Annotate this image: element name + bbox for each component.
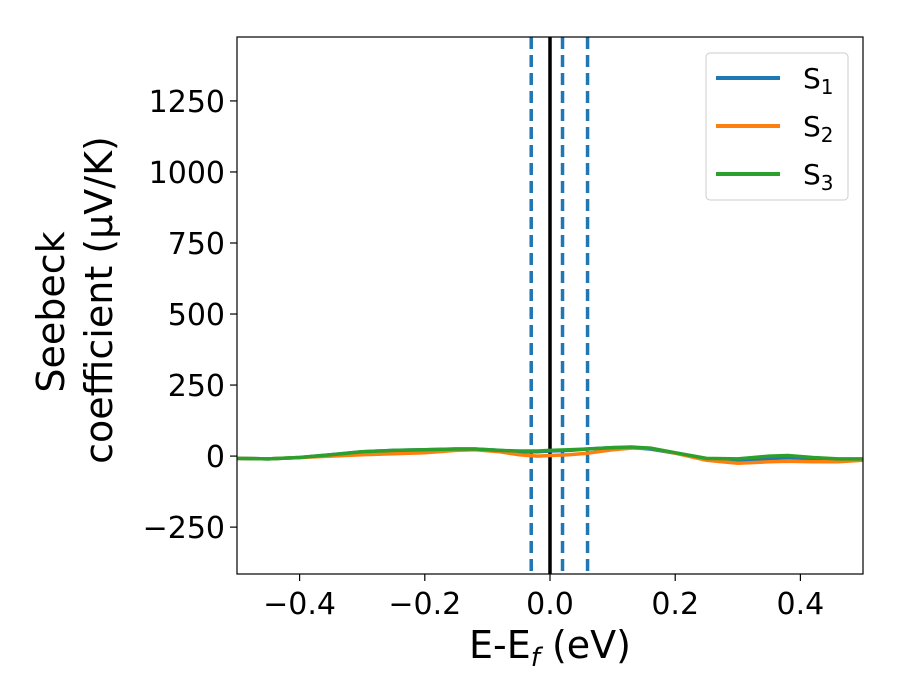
y-tick-label: 1000 bbox=[149, 156, 225, 191]
series-line-s3 bbox=[236, 445, 863, 461]
y-axis-title-line1: Seebeck bbox=[29, 231, 73, 392]
y-axis-title-line2: coefficient (μV/K) bbox=[77, 136, 121, 464]
series-lines bbox=[236, 445, 864, 465]
legend: S1 S2 S3 bbox=[705, 52, 849, 201]
series-line-s2 bbox=[236, 446, 864, 465]
y-tick-label: 1250 bbox=[149, 85, 225, 120]
y-tick-label: 500 bbox=[168, 298, 225, 333]
x-axis-title-unit: (eV) bbox=[540, 623, 631, 667]
y-axis-ticks: −250 0 250 500 750 1000 1250 bbox=[143, 85, 237, 546]
y-tick-label: 750 bbox=[168, 227, 225, 262]
vertical-reference-lines bbox=[529, 37, 590, 574]
legend-label-s1: S1 bbox=[803, 62, 834, 99]
x-tick-label: 0.0 bbox=[526, 587, 574, 622]
y-tick-label: 250 bbox=[168, 369, 225, 404]
x-tick-label: −0.2 bbox=[388, 587, 461, 622]
legend-label-s3: S3 bbox=[803, 158, 834, 195]
x-tick-label: 0.4 bbox=[777, 587, 825, 622]
y-tick-label: −250 bbox=[143, 511, 225, 546]
legend-label-s2: S2 bbox=[803, 110, 834, 147]
x-tick-label: 0.2 bbox=[651, 587, 699, 622]
x-axis-ticks: −0.4 −0.2 0.0 0.2 0.4 bbox=[263, 574, 824, 622]
x-tick-label: −0.4 bbox=[263, 587, 336, 622]
y-tick-label: 0 bbox=[206, 440, 225, 475]
x-axis-title-main: E-E bbox=[469, 623, 531, 667]
x-axis-title: E-Ef (eV) bbox=[469, 623, 631, 673]
